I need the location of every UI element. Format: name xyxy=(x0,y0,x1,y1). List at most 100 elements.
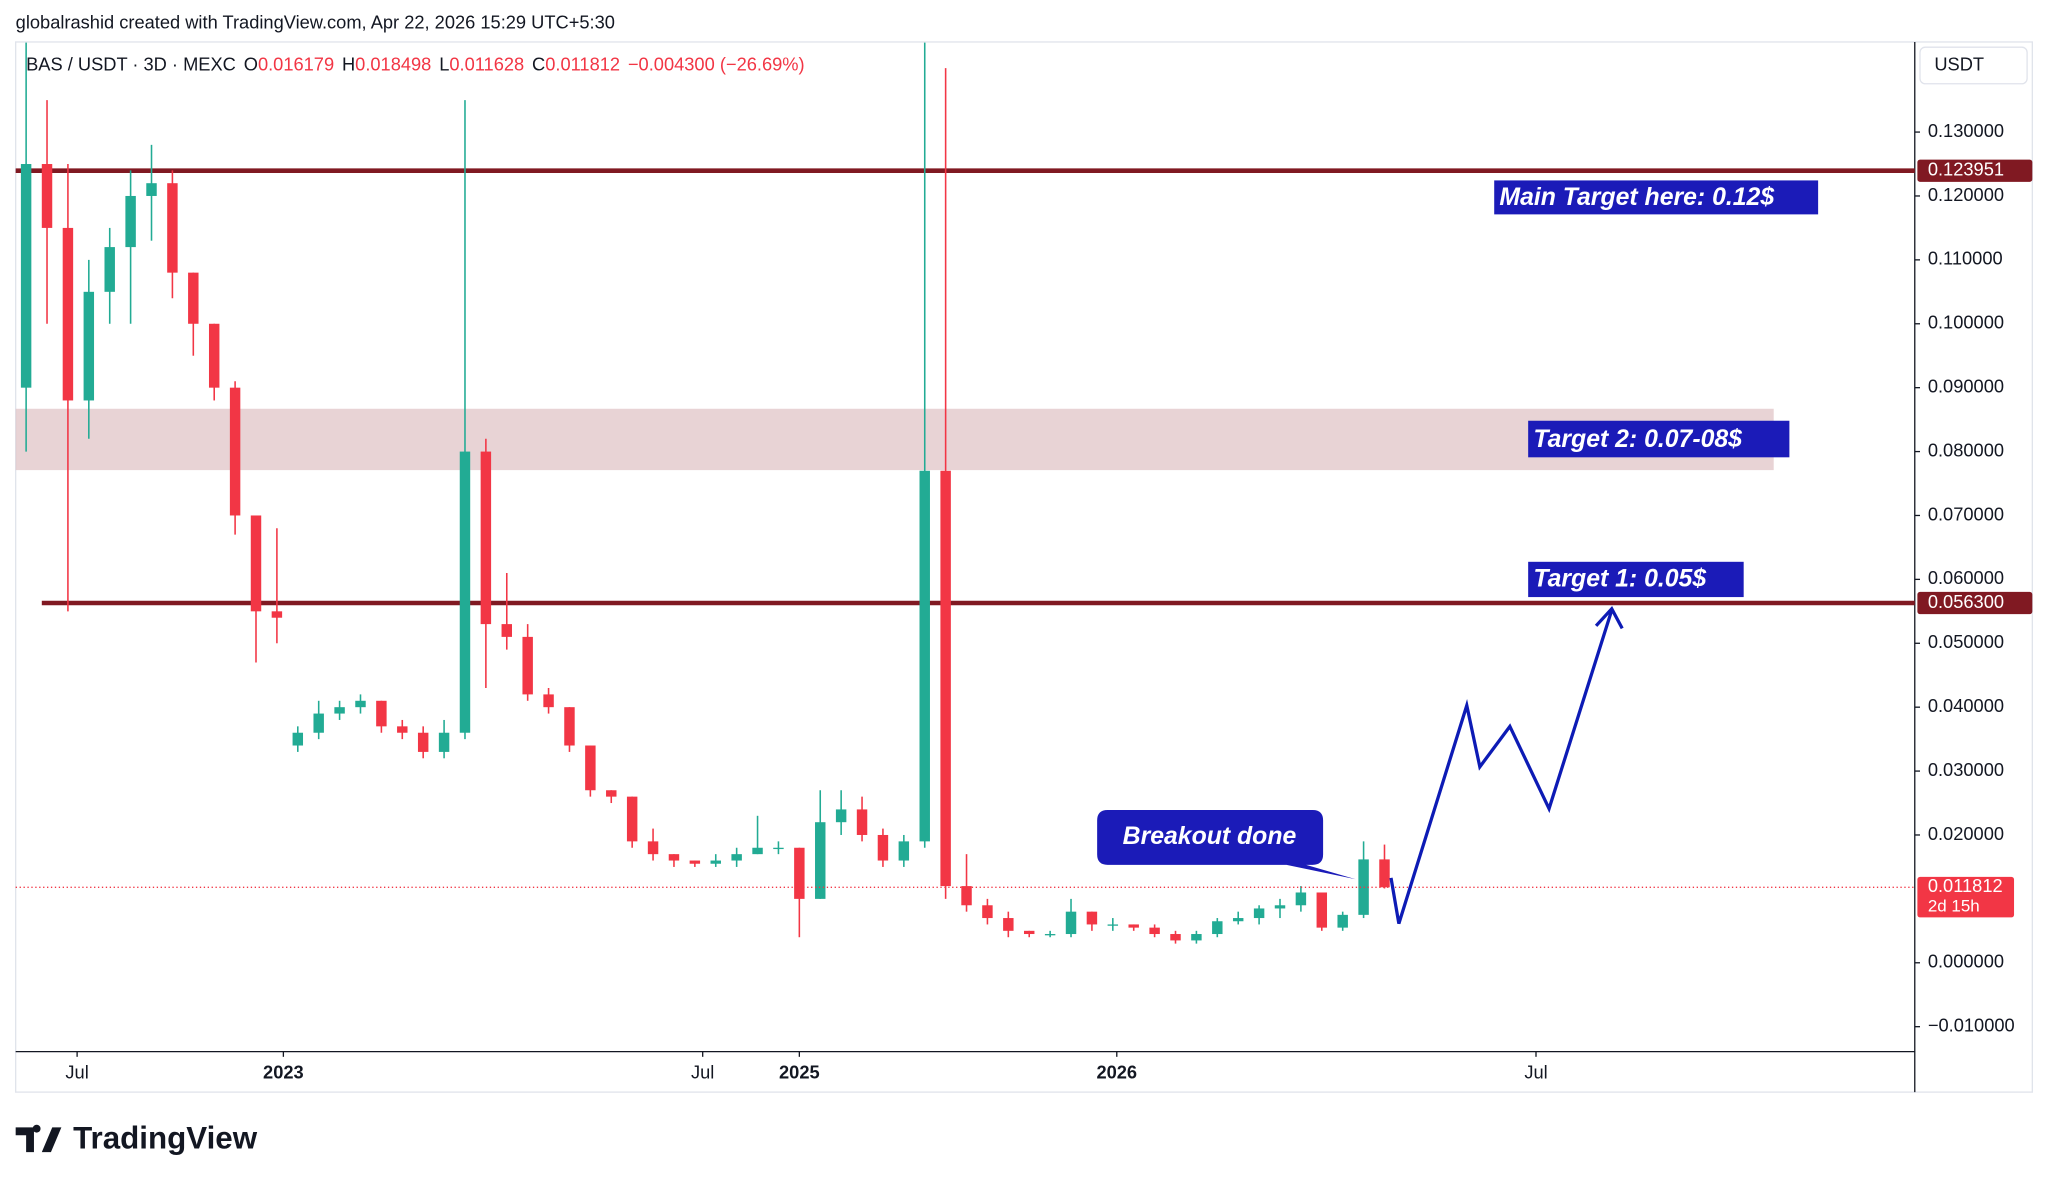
candle-body xyxy=(1128,924,1139,928)
candle-body xyxy=(1024,930,1035,935)
projection-arrow xyxy=(1594,606,1624,630)
candle-body xyxy=(1316,892,1328,928)
candle-body xyxy=(647,841,659,855)
candle-body xyxy=(501,624,512,637)
candle-body xyxy=(1107,924,1119,926)
y-tick-label: 0.030000 xyxy=(1928,759,2004,780)
candle-body xyxy=(1337,914,1348,928)
y-tick-label: 0.000000 xyxy=(1928,951,2004,972)
annotation: Breakout done xyxy=(1123,823,1297,850)
x-tick-label: 2026 xyxy=(1096,1062,1137,1083)
candle-body xyxy=(188,272,199,324)
candle-body xyxy=(1253,908,1265,919)
high: 0.018498 xyxy=(355,53,431,74)
candle-body xyxy=(794,847,805,899)
candle-body xyxy=(940,470,951,887)
candle-body xyxy=(564,707,575,746)
y-tick-label: 0.070000 xyxy=(1928,503,2004,524)
candle-body xyxy=(104,247,115,292)
candle-body xyxy=(229,387,241,516)
candle-body xyxy=(982,905,993,919)
annotation-box xyxy=(1528,561,1744,598)
y-tick-label: 0.050000 xyxy=(1928,631,2004,652)
y-tick-label: 0.120000 xyxy=(1928,184,2004,205)
quote-line: BAS / USDT · 3D · MEXC O0.016179 H0.018498… xyxy=(26,53,804,74)
y-tick-label: 0.020000 xyxy=(1928,823,2004,844)
annotation: Main Target here: 0.12$ xyxy=(1499,184,1775,211)
candle-body xyxy=(1274,905,1286,909)
high-label: H xyxy=(342,53,355,74)
x-tick-label: Jul xyxy=(65,1062,88,1083)
y-tick-label: 0.090000 xyxy=(1928,376,2004,397)
x-tick-label: 2025 xyxy=(779,1062,820,1083)
candle-body xyxy=(1149,927,1160,935)
candle-body xyxy=(1170,934,1181,941)
candle-body xyxy=(459,451,471,733)
candle-body xyxy=(355,700,366,708)
annotation-box xyxy=(1494,180,1819,215)
candle-body xyxy=(438,732,450,752)
x-tick-label: Jul xyxy=(691,1062,714,1083)
candle-body xyxy=(376,700,387,727)
candle-body xyxy=(773,847,784,850)
candle-body xyxy=(167,183,178,273)
candle-body xyxy=(1232,918,1244,922)
candle-body xyxy=(146,183,157,196)
candle-body xyxy=(522,636,533,695)
candle-body xyxy=(898,841,910,861)
candle-body xyxy=(292,732,304,746)
candle-body xyxy=(62,227,74,401)
frame xyxy=(15,41,2033,1093)
candle-body xyxy=(856,809,868,835)
candle-body xyxy=(1003,918,1014,931)
y-tick-label: −0.010000 xyxy=(1928,1015,2015,1036)
annotation: Target 2: 0.07-08$ xyxy=(1533,426,1743,453)
last-price-box xyxy=(1917,876,2015,918)
y-tick-label: 0.060000 xyxy=(1928,567,2004,588)
price-label: 0.056300 xyxy=(1928,591,2004,612)
currency-box xyxy=(1919,46,2028,85)
candle-body xyxy=(543,694,554,708)
annotation: Target 1: 0.05$ xyxy=(1533,566,1707,593)
low: 0.011628 xyxy=(449,53,524,74)
candle-body xyxy=(1086,911,1098,925)
x-tick-label: 2023 xyxy=(263,1062,304,1083)
candle-body xyxy=(919,470,930,842)
candle-body xyxy=(1295,892,1307,906)
candle-body xyxy=(20,164,32,388)
change: −0.004300 (−26.69%) xyxy=(628,53,805,74)
target-zone xyxy=(15,408,1774,471)
y-tick-label: 0.080000 xyxy=(1928,439,2004,460)
candle-body xyxy=(417,732,429,752)
brand: TradingView xyxy=(73,1121,258,1156)
candle-body xyxy=(1191,934,1202,941)
price-label: 0.123951 xyxy=(1928,159,2004,180)
low-label: L xyxy=(439,53,449,74)
symbol: BAS / USDT · 3D · MEXC xyxy=(26,53,236,74)
candle-body xyxy=(1212,921,1223,935)
candle-body xyxy=(1379,859,1390,888)
price-label-box xyxy=(1917,591,2033,615)
candle-body xyxy=(689,860,701,864)
close: 0.011812 xyxy=(545,53,620,74)
candle-body xyxy=(961,886,972,906)
candle-body xyxy=(208,323,220,388)
price-label-box xyxy=(1917,159,2033,182)
close-label: C xyxy=(532,53,545,74)
callout-box xyxy=(1097,809,1356,880)
open-label: O xyxy=(244,53,258,74)
candle-body xyxy=(41,164,53,228)
projection-path xyxy=(1389,609,1614,925)
y-tick-label: 0.040000 xyxy=(1928,695,2004,716)
candle-body xyxy=(585,745,596,791)
candle-body xyxy=(835,809,847,823)
candle-body xyxy=(480,451,492,625)
candle-body xyxy=(626,796,638,842)
candle-body xyxy=(668,854,680,861)
candle-body xyxy=(815,822,826,899)
candle-body xyxy=(313,713,324,733)
candle-body xyxy=(731,854,742,861)
candle-body xyxy=(397,726,408,733)
candle-body xyxy=(877,834,889,861)
candle-body xyxy=(83,291,95,401)
